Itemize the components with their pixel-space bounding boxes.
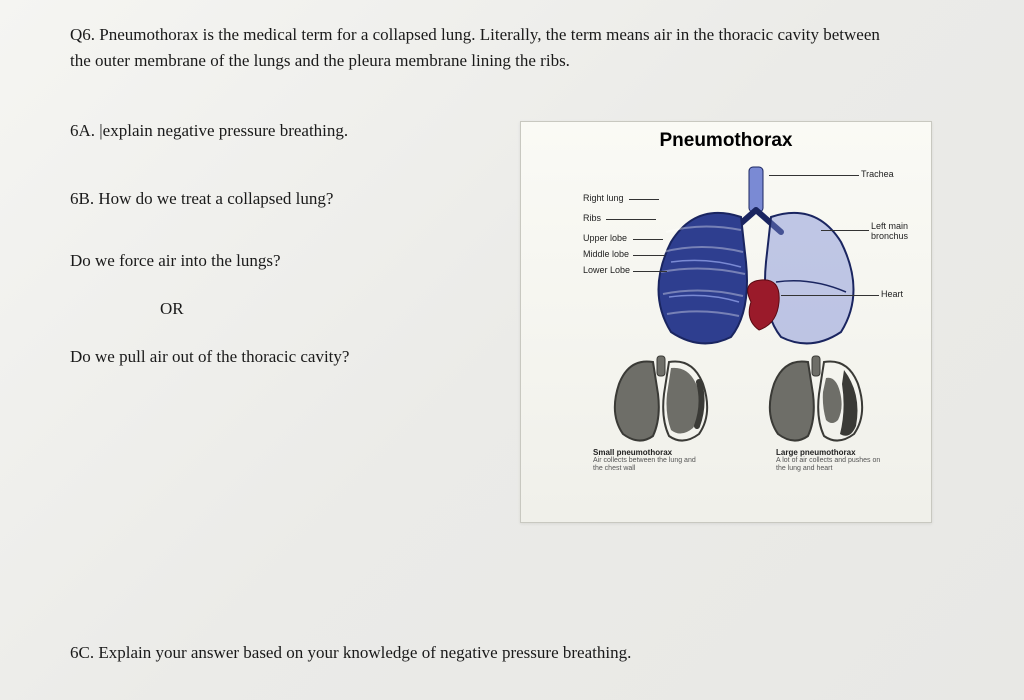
lungs-icon — [641, 162, 871, 352]
label-left-main: Left main bronchus — [871, 222, 921, 242]
label-lower-lobe: Lower Lobe — [583, 266, 630, 276]
large-pneumo-caption: Large pneumothorax A lot of air collects… — [776, 448, 886, 473]
question-6a: 6A. |explain negative pressure breathing… — [70, 121, 490, 141]
questions-column: 6A. |explain negative pressure breathing… — [70, 121, 490, 523]
label-trachea: Trachea — [861, 170, 894, 180]
small-pneumo-caption: Small pneumothorax Air collects between … — [593, 448, 703, 473]
label-middle-lobe: Middle lobe — [583, 250, 629, 260]
large-pneumo-sub: A lot of air collects and pushes on the … — [776, 457, 886, 473]
pneumothorax-diagram: Pneumothorax — [520, 121, 932, 523]
question-6c: 6C. Explain your answer based on your kn… — [70, 643, 964, 663]
label-upper-lobe: Upper lobe — [583, 234, 627, 244]
question-sub2: Do we pull air out of the thoracic cavit… — [70, 347, 490, 367]
small-pneumo-sub: Air collects between the lung and the ch… — [593, 457, 703, 473]
label-right-lung: Right lung — [583, 194, 624, 204]
small-pneumo-title: Small pneumothorax — [593, 448, 672, 457]
large-pneumothorax-icon — [766, 354, 866, 444]
question-intro: Q6. Pneumothorax is the medical term for… — [70, 22, 900, 73]
or-text: OR — [160, 299, 490, 319]
diagram-title: Pneumothorax — [521, 130, 931, 152]
question-6b: 6B. How do we treat a collapsed lung? — [70, 189, 490, 209]
large-pneumo-title: Large pneumothorax — [776, 448, 856, 457]
label-ribs: Ribs — [583, 214, 601, 224]
label-heart: Heart — [881, 290, 903, 300]
question-sub1: Do we force air into the lungs? — [70, 251, 490, 271]
small-pneumothorax-icon — [611, 354, 711, 444]
